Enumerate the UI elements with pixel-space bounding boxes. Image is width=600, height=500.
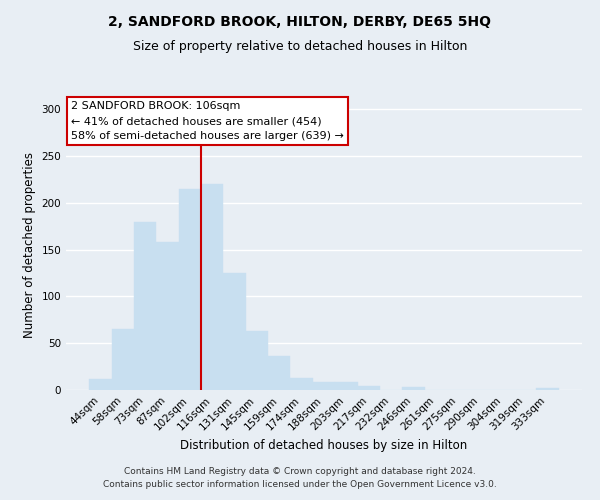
Bar: [313, 382, 335, 390]
X-axis label: Distribution of detached houses by size in Hilton: Distribution of detached houses by size …: [181, 438, 467, 452]
Text: Contains HM Land Registry data © Crown copyright and database right 2024.: Contains HM Land Registry data © Crown c…: [124, 467, 476, 476]
Bar: [246, 331, 268, 390]
Bar: [112, 329, 134, 390]
Bar: [89, 379, 112, 390]
Bar: [335, 382, 358, 390]
Y-axis label: Number of detached properties: Number of detached properties: [23, 152, 36, 338]
Bar: [134, 222, 157, 390]
Bar: [179, 189, 201, 390]
Bar: [536, 388, 559, 390]
Bar: [402, 387, 425, 390]
Bar: [201, 184, 223, 390]
Bar: [223, 273, 246, 390]
Text: 2 SANDFORD BROOK: 106sqm
← 41% of detached houses are smaller (454)
58% of semi-: 2 SANDFORD BROOK: 106sqm ← 41% of detach…: [71, 102, 344, 141]
Text: 2, SANDFORD BROOK, HILTON, DERBY, DE65 5HQ: 2, SANDFORD BROOK, HILTON, DERBY, DE65 5…: [109, 15, 491, 29]
Bar: [268, 356, 290, 390]
Text: Size of property relative to detached houses in Hilton: Size of property relative to detached ho…: [133, 40, 467, 53]
Bar: [358, 386, 380, 390]
Text: Contains public sector information licensed under the Open Government Licence v3: Contains public sector information licen…: [103, 480, 497, 489]
Bar: [290, 378, 313, 390]
Bar: [157, 242, 179, 390]
